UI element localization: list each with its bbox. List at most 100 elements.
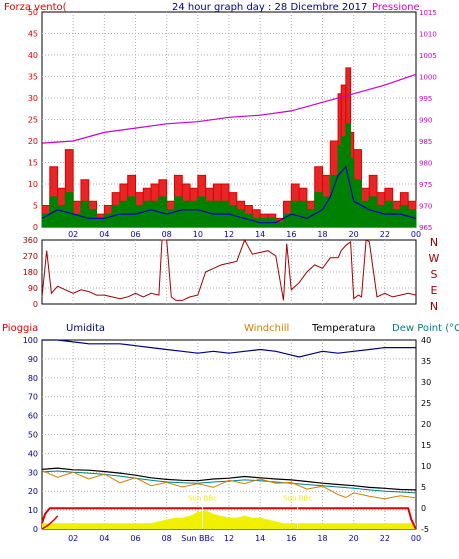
pressure-y-tick: 965 xyxy=(419,224,432,232)
wind-y-tick: 35 xyxy=(28,73,38,82)
humidity-y-tick: 60 xyxy=(28,412,38,421)
direction-y-tick: 0 xyxy=(33,300,38,309)
panel1-x-tick: 02 xyxy=(68,230,78,239)
humidity-y-tick: 90 xyxy=(28,355,38,364)
compass-tick: W xyxy=(429,252,440,265)
humidity-y-tick: 100 xyxy=(23,336,38,345)
pressure-y-tick: 975 xyxy=(419,181,432,189)
grid-layer xyxy=(42,12,416,529)
temperature-y-tick: 5 xyxy=(421,483,426,492)
wind-y-tick: 30 xyxy=(28,94,38,103)
panel1-x-tick: 18 xyxy=(317,230,327,239)
wind-y-tick: 15 xyxy=(28,159,38,168)
rain-total-series xyxy=(41,507,417,530)
panel3-x-tick: 16 xyxy=(286,534,296,543)
panel1-x-tick: 14 xyxy=(255,230,265,239)
humidity-y-tick: 0 xyxy=(33,525,38,534)
temperature-y-tick: 10 xyxy=(421,462,431,471)
humidity-legend: Umidita xyxy=(66,323,105,334)
wind-average-series xyxy=(41,123,417,227)
direction-y-tick: 180 xyxy=(23,268,38,277)
temperature-y-tick: 30 xyxy=(421,378,431,387)
temperature-y-tick: -5 xyxy=(421,525,429,534)
humidity-y-tick: 10 xyxy=(28,506,38,515)
panel3-x-tick: 08 xyxy=(162,534,172,543)
wind-y-tick: 50 xyxy=(28,8,38,17)
wind-y-tick: 0 xyxy=(33,223,38,232)
sun-marker-label: Sun BBc xyxy=(188,495,217,503)
compass-tick: E xyxy=(431,284,438,297)
windchill-series xyxy=(41,470,417,500)
temperature-y-tick: 40 xyxy=(421,336,431,345)
temperature-y-tick: 20 xyxy=(421,420,431,429)
wind-direction-series xyxy=(41,238,417,301)
panel1-x-tick: 16 xyxy=(286,230,296,239)
wind-y-tick: 45 xyxy=(28,30,38,39)
compass-tick: N xyxy=(430,300,438,313)
panel1-x-tick: 20 xyxy=(349,230,359,239)
temperature-y-tick: 0 xyxy=(421,504,426,513)
data-layer xyxy=(41,67,417,530)
panel3-x-tick: 22 xyxy=(380,534,390,543)
wind-force-label: Forza vento( xyxy=(4,2,67,13)
panel3-x-tick: 04 xyxy=(99,534,109,543)
humidity-y-tick: 40 xyxy=(28,449,38,458)
pressure-series xyxy=(41,73,417,144)
pressure-y-tick: 985 xyxy=(419,138,432,146)
direction-y-tick: 90 xyxy=(28,284,38,293)
pressure-y-tick: 990 xyxy=(419,117,432,125)
pressure-y-tick: 1010 xyxy=(419,31,437,39)
rain-rate-series xyxy=(41,515,59,530)
pressure-y-tick: 1015 xyxy=(419,9,437,17)
wind-smoothed-series xyxy=(41,165,417,224)
panel1-x-tick: 06 xyxy=(130,230,140,239)
panel1-x-tick: 04 xyxy=(99,230,109,239)
panel1-x-tick: 08 xyxy=(162,230,172,239)
panel3-x-tick: 18 xyxy=(317,534,327,543)
panel1-x-tick: 22 xyxy=(380,230,390,239)
compass-tick: N xyxy=(430,236,438,249)
humidity-y-tick: 70 xyxy=(28,393,38,402)
temperature-series xyxy=(41,467,417,491)
panel3-x-tick: Sun BBc xyxy=(181,534,214,543)
pressure-y-tick: 980 xyxy=(419,160,432,168)
direction-y-tick: 270 xyxy=(23,252,38,261)
wind-y-tick: 25 xyxy=(28,116,38,125)
humidity-y-tick: 50 xyxy=(28,431,38,440)
panel1-x-tick: 10 xyxy=(193,230,203,239)
panel3-x-tick: 02 xyxy=(68,534,78,543)
pressure-label: Pressione xyxy=(372,2,420,13)
temperature-y-tick: 35 xyxy=(421,357,431,366)
humidity-y-tick: 80 xyxy=(28,374,38,383)
temperature-y-tick: 15 xyxy=(421,441,431,450)
panel1-x-tick: 00 xyxy=(411,230,421,239)
humidity-series xyxy=(42,339,416,358)
wind-y-tick: 40 xyxy=(28,51,38,60)
windchill-legend: Windchill xyxy=(244,323,289,334)
pressure-y-tick: 1005 xyxy=(419,52,437,60)
pressure-y-tick: 995 xyxy=(419,95,432,103)
humidity-y-tick: 20 xyxy=(28,487,38,496)
panel3-x-tick: 12 xyxy=(224,534,234,543)
panel3-x-tick: 14 xyxy=(255,534,265,543)
wind-y-tick: 20 xyxy=(28,137,38,146)
humidity-y-tick: 30 xyxy=(28,468,38,477)
panel3-x-tick: 06 xyxy=(130,534,140,543)
rain-legend: Pioggia xyxy=(2,323,38,334)
panel3-x-tick: 00 xyxy=(411,534,421,543)
panel1-x-tick: 12 xyxy=(224,230,234,239)
tick-label-layer: 5045403530252015105010151010100510009959… xyxy=(23,8,440,543)
temperature-y-tick: 25 xyxy=(421,399,431,408)
panel3-x-tick: 20 xyxy=(349,534,359,543)
pressure-y-tick: 1000 xyxy=(419,74,437,82)
temperature-legend: Temperatura xyxy=(311,323,376,334)
solar-area xyxy=(42,510,416,529)
dewpoint-legend: Dew Point (°C xyxy=(392,323,459,334)
compass-tick: S xyxy=(431,268,438,281)
wind-y-tick: 5 xyxy=(33,202,38,211)
sun-marker-label: Sun BBc xyxy=(283,495,312,503)
chart-title: 24 hour graph day : 28 Dicembre 2017 xyxy=(172,2,367,13)
pressure-y-tick: 970 xyxy=(419,203,432,211)
